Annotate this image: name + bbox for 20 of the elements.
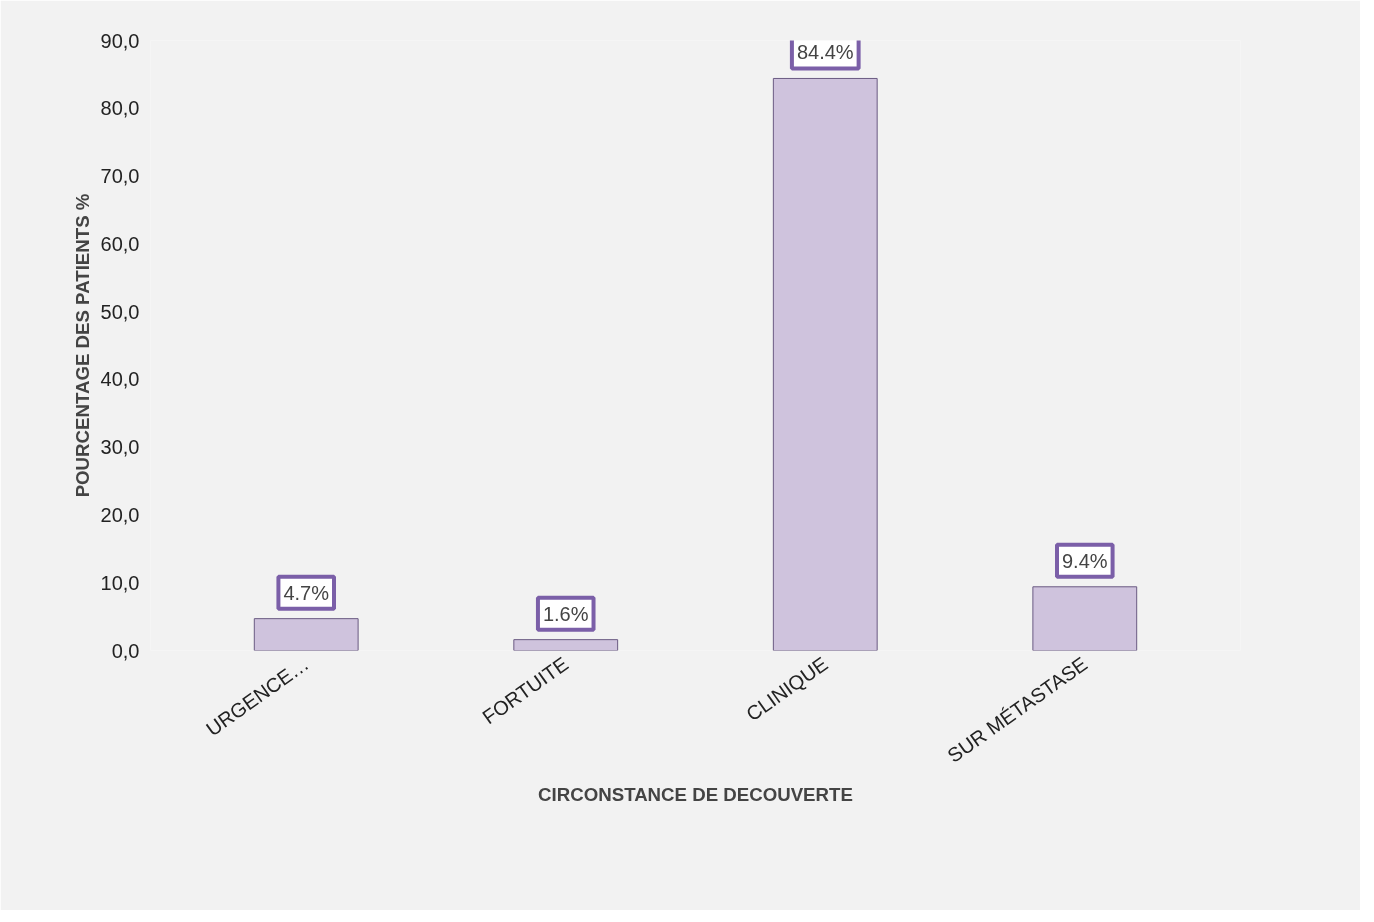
- bar: [513, 639, 619, 651]
- data-label: 9.4%: [1061, 549, 1108, 572]
- y-tick-label: 0,0: [111, 639, 140, 662]
- data-label: 84.4%: [796, 41, 854, 64]
- bar: [253, 618, 359, 651]
- y-tick-label: 10,0: [100, 571, 140, 594]
- bar: [1032, 586, 1138, 651]
- y-tick-label: 50,0: [100, 300, 140, 323]
- y-tick-label: 40,0: [100, 368, 140, 391]
- x-axis-title: CIRCONSTANCE DE DECOUVERTE: [538, 783, 853, 805]
- y-axis-title: POURCENTAGE DES PATIENTS %: [71, 193, 93, 498]
- y-tick-label: 60,0: [100, 232, 140, 255]
- y-tick-label: 80,0: [100, 97, 140, 120]
- y-tick-label: 90,0: [100, 29, 140, 52]
- y-tick-label: 20,0: [100, 503, 140, 526]
- y-tick-label: 30,0: [100, 436, 140, 459]
- bar: [772, 77, 878, 651]
- y-tick-label: 70,0: [100, 165, 140, 188]
- data-label: 1.6%: [542, 602, 589, 625]
- data-label: 4.7%: [283, 581, 330, 604]
